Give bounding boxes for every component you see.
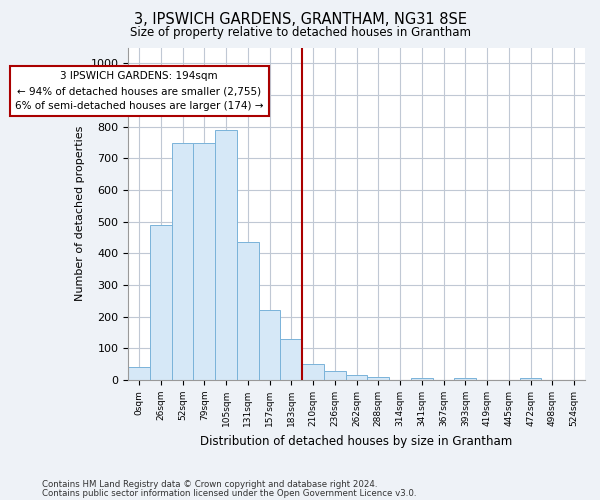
- Bar: [215, 130, 237, 380]
- Text: Size of property relative to detached houses in Grantham: Size of property relative to detached ho…: [130, 26, 470, 39]
- Bar: [520, 378, 541, 380]
- Bar: [193, 142, 215, 380]
- Bar: [128, 368, 150, 380]
- Bar: [454, 378, 476, 380]
- Y-axis label: Number of detached properties: Number of detached properties: [75, 126, 85, 302]
- Bar: [150, 225, 172, 380]
- Text: 3, IPSWICH GARDENS, GRANTHAM, NG31 8SE: 3, IPSWICH GARDENS, GRANTHAM, NG31 8SE: [133, 12, 467, 28]
- Bar: [411, 378, 433, 380]
- Bar: [346, 376, 367, 380]
- Bar: [237, 242, 259, 380]
- Bar: [259, 310, 280, 380]
- Bar: [172, 142, 193, 380]
- Text: Contains HM Land Registry data © Crown copyright and database right 2024.: Contains HM Land Registry data © Crown c…: [42, 480, 377, 489]
- X-axis label: Distribution of detached houses by size in Grantham: Distribution of detached houses by size …: [200, 434, 513, 448]
- Bar: [280, 339, 302, 380]
- Bar: [324, 371, 346, 380]
- Text: Contains public sector information licensed under the Open Government Licence v3: Contains public sector information licen…: [42, 489, 416, 498]
- Bar: [367, 377, 389, 380]
- Bar: [302, 364, 324, 380]
- Text: 3 IPSWICH GARDENS: 194sqm
← 94% of detached houses are smaller (2,755)
6% of sem: 3 IPSWICH GARDENS: 194sqm ← 94% of detac…: [15, 72, 263, 111]
